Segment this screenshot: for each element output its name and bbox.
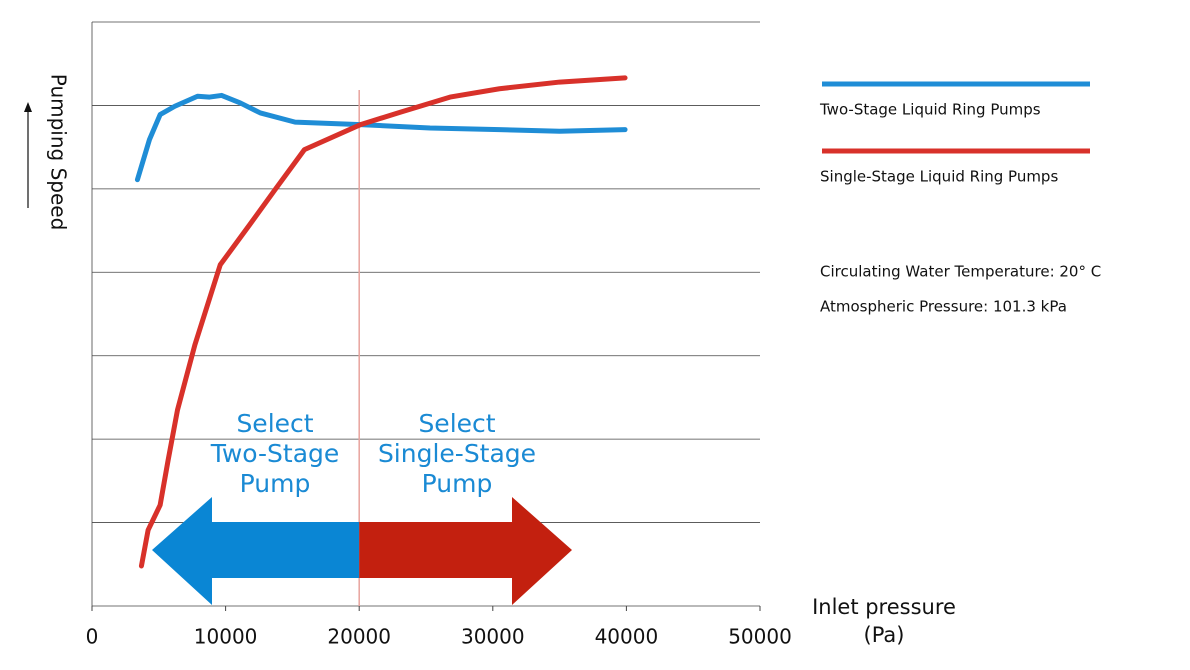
legend-label: Two-Stage Liquid Ring Pumps [819,101,1041,119]
annotation: Two-Stage [210,439,340,468]
x-tick-label: 0 [86,625,99,649]
note: Atmospheric Pressure: 101.3 kPa [820,298,1067,316]
x-tick-label: 40000 [595,625,659,649]
x-tick-label: 10000 [194,625,258,649]
x-axis-label: (Pa) [864,623,905,647]
line-series [138,75,628,569]
x-tick-label: 20000 [327,625,391,649]
annotation: Select [418,409,495,438]
single-stage-arrow [359,497,572,605]
x-axis-label: Inlet pressure [812,595,956,619]
y-axis-label: Pumping Speed [47,74,71,231]
line-series [134,92,628,183]
x-tick-label: 50000 [728,625,792,649]
note: Circulating Water Temperature: 20° C [820,263,1101,281]
legend-label: Single-Stage Liquid Ring Pumps [820,168,1058,186]
annotation: Single-Stage [378,439,536,468]
annotation: Pump [240,469,311,498]
annotation: Pump [422,469,493,498]
x-tick-label: 30000 [461,625,525,649]
y-axis-arrowhead [24,102,32,112]
two-stage-arrow [152,497,360,605]
annotation: Select [236,409,313,438]
